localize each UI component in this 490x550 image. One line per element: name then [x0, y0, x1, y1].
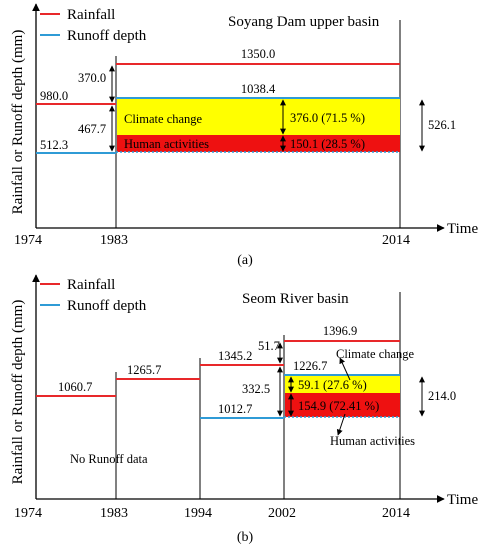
panel-a-legend-rainfall: Rainfall [67, 7, 115, 23]
panel-a-runoff-1-label: 512.3 [40, 138, 68, 152]
panel-b-legend-runoff: Runoff depth [67, 298, 147, 314]
panel-a-climate-label: Climate change [124, 112, 203, 126]
panel-b-climate-value: 59.1 (27.6 %) [298, 378, 367, 392]
panel-a-tick-2014: 2014 [382, 233, 410, 248]
panel-b-climate-callout [339, 357, 351, 381]
panel-b-rain-3-label: 1345.2 [218, 349, 252, 363]
panel-b-climate-box [285, 376, 400, 393]
panel-a-climate-value: 376.0 (71.5 %) [290, 111, 365, 125]
panel-a-gap-label: 467.7 [78, 122, 106, 136]
panel-b-human-callout [336, 413, 346, 436]
panel-b-runoff-diff-label: 214.0 [428, 389, 456, 403]
panel-b-title: Seom River basin [242, 291, 349, 307]
panel-b: Time Rainfall or Runoff depth (mm) 1974 … [10, 274, 478, 545]
panel-b-tick-2014: 2014 [382, 506, 410, 521]
panel-a-rain-diff-label: 370.0 [78, 71, 106, 85]
panel-a-x-axis-label: Time [447, 221, 478, 237]
panel-a-runoff-2-label: 1038.4 [241, 82, 276, 96]
panel-a-rain-1-label: 980.0 [40, 89, 68, 103]
panel-b-y-axis-label: Rainfall or Runoff depth (mm) [10, 300, 26, 485]
panel-b-rain-2-label: 1265.7 [127, 363, 161, 377]
panel-a-legend-runoff: Runoff depth [67, 28, 147, 44]
panel-b-caption: (b) [237, 530, 254, 545]
panel-a-tick-1974: 1974 [14, 233, 42, 248]
panel-b-tick-2002: 2002 [268, 506, 296, 521]
panel-a-y-axis-label: Rainfall or Runoff depth (mm) [10, 30, 26, 215]
panel-b-climate-label: Climate change [336, 347, 415, 361]
panel-a-climate-box [117, 99, 400, 135]
panel-a: Time Rainfall or Runoff depth (mm) 1974 … [10, 3, 478, 268]
panel-a-rain-2-label: 1350.0 [241, 47, 275, 61]
panel-a-human-label: Human activities [124, 137, 209, 151]
panel-b-rain-1-label: 1060.7 [58, 380, 92, 394]
panel-a-human-value: 150.1 (28.5 %) [290, 137, 365, 151]
panel-b-runoff-4-label: 1226.7 [293, 359, 327, 373]
panel-b-gap-label: 332.5 [242, 382, 270, 396]
panel-a-human-box [117, 135, 400, 152]
panel-b-rain-diff-label: 51.7 [258, 339, 280, 353]
panel-a-caption: (a) [237, 253, 253, 268]
panel-b-tick-1983: 1983 [100, 506, 128, 521]
panel-a-runoff-diff-label: 526.1 [428, 118, 456, 132]
panel-b-human-value: 154.9 (72.41 %) [298, 399, 379, 413]
panel-b-human-box [285, 393, 400, 417]
panel-b-x-axis-label: Time [447, 492, 478, 508]
panel-b-runoff-3-label: 1012.7 [218, 402, 252, 416]
panel-b-legend-rainfall: Rainfall [67, 277, 115, 293]
panel-a-tick-1983: 1983 [100, 233, 128, 248]
panel-b-human-label: Human activities [330, 434, 415, 448]
panel-b-tick-1994: 1994 [184, 506, 212, 521]
panel-b-rain-4-label: 1396.9 [323, 324, 357, 338]
panel-b-no-runoff-label: No Runoff data [70, 452, 148, 466]
panel-a-title: Soyang Dam upper basin [228, 14, 380, 30]
panel-b-tick-1974: 1974 [14, 506, 42, 521]
